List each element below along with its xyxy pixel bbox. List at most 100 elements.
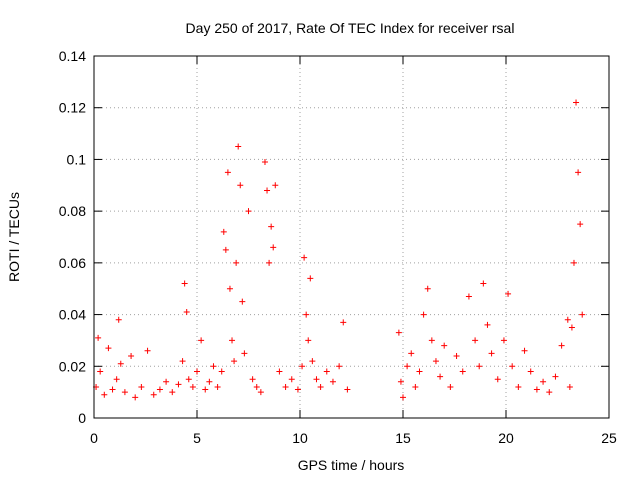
y-axis-label: ROTI / TECUs — [6, 192, 22, 282]
data-point — [175, 381, 182, 388]
data-point — [505, 290, 512, 297]
data-point — [527, 368, 534, 375]
data-point — [453, 352, 460, 359]
data-point — [237, 182, 244, 189]
data-point — [132, 394, 139, 401]
data-point — [109, 386, 116, 393]
data-point — [253, 383, 260, 390]
data-point — [266, 259, 273, 266]
data-point — [150, 391, 157, 398]
data-point — [303, 311, 310, 318]
data-point — [573, 99, 580, 106]
data-point — [408, 350, 415, 357]
data-point — [105, 345, 112, 352]
data-point — [447, 383, 454, 390]
data-point — [299, 363, 306, 370]
data-point — [264, 187, 271, 194]
data-point — [198, 337, 205, 344]
plot-frame — [93, 55, 610, 419]
data-point — [340, 319, 347, 326]
data-point — [441, 342, 448, 349]
data-point — [400, 394, 406, 401]
data-point — [459, 368, 466, 375]
data-point — [294, 386, 301, 393]
data-point — [169, 389, 176, 396]
data-point — [270, 244, 277, 251]
data-point — [546, 389, 553, 396]
y-tick-label: 0 — [78, 410, 86, 426]
data-point — [480, 280, 487, 287]
data-point — [235, 143, 242, 150]
x-tick-label: 0 — [90, 430, 98, 446]
data-point — [95, 334, 102, 341]
data-point — [488, 350, 495, 357]
data-point — [222, 246, 229, 253]
data-point — [579, 311, 586, 318]
data-point — [416, 368, 423, 375]
data-point — [472, 337, 479, 344]
data-point — [509, 363, 516, 370]
x-tick-label: 10 — [292, 430, 308, 446]
data-point — [249, 376, 256, 383]
data-point — [395, 329, 402, 336]
data-point — [288, 376, 295, 383]
data-point — [183, 308, 190, 315]
x-axis-label: GPS time / hours — [298, 457, 405, 473]
data-point — [301, 254, 308, 261]
data-point — [239, 298, 246, 305]
data-point — [185, 376, 192, 383]
data-point — [577, 221, 584, 228]
chart-title: Day 250 of 2017, Rate Of TEC Index for r… — [186, 20, 515, 36]
x-tick-label: 20 — [498, 430, 514, 446]
data-point — [231, 358, 238, 365]
data-point — [484, 321, 491, 328]
data-point — [224, 169, 231, 176]
data-point — [424, 285, 431, 292]
data-point — [317, 383, 324, 390]
axis-ticks: 0 0.02 0.04 0.06 0.08 0.1 0.12 0.14 0 5 10 15 20 25 — [59, 48, 617, 446]
data-point — [138, 383, 145, 390]
data-point — [261, 159, 268, 166]
data-point — [128, 352, 135, 359]
y-tick-label: 0.04 — [59, 307, 86, 323]
data-point — [276, 368, 283, 375]
data-point — [115, 316, 122, 323]
data-point — [214, 383, 221, 390]
data-point — [206, 378, 213, 385]
y-tick-label: 0.14 — [59, 48, 86, 64]
data-point — [437, 373, 444, 380]
data-point — [420, 311, 427, 318]
data-point — [558, 342, 565, 349]
data-point — [272, 182, 279, 189]
data-point — [101, 391, 108, 398]
data-point — [233, 259, 240, 266]
data-point — [323, 368, 330, 375]
data-point — [163, 378, 170, 385]
data-point — [144, 347, 151, 354]
y-tick-label: 0.1 — [67, 151, 87, 167]
data-point — [552, 373, 559, 380]
data-point — [564, 316, 571, 323]
data-point — [97, 368, 104, 375]
data-point — [521, 347, 528, 354]
x-tick-label: 15 — [395, 430, 411, 446]
data-point — [336, 363, 343, 370]
data-point — [226, 285, 233, 292]
data-point — [268, 223, 275, 230]
data-point — [404, 363, 411, 370]
data-point — [229, 337, 236, 344]
data-point — [500, 337, 507, 344]
data-point — [476, 363, 483, 370]
data-point — [465, 293, 472, 300]
data-point — [540, 378, 547, 385]
y-tick-label: 0.02 — [59, 358, 86, 374]
data-point — [329, 378, 336, 385]
data-point — [282, 383, 289, 390]
data-point — [412, 383, 419, 390]
data-point — [194, 368, 200, 375]
data-point — [245, 208, 252, 215]
data-point — [117, 360, 124, 367]
data-point — [189, 383, 196, 390]
data-point — [181, 280, 188, 287]
